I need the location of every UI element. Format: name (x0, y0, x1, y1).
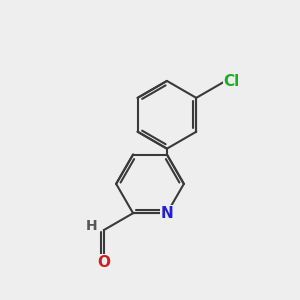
Text: H: H (86, 219, 98, 233)
Text: N: N (160, 206, 173, 221)
Text: O: O (97, 255, 110, 270)
Text: Cl: Cl (223, 74, 240, 89)
